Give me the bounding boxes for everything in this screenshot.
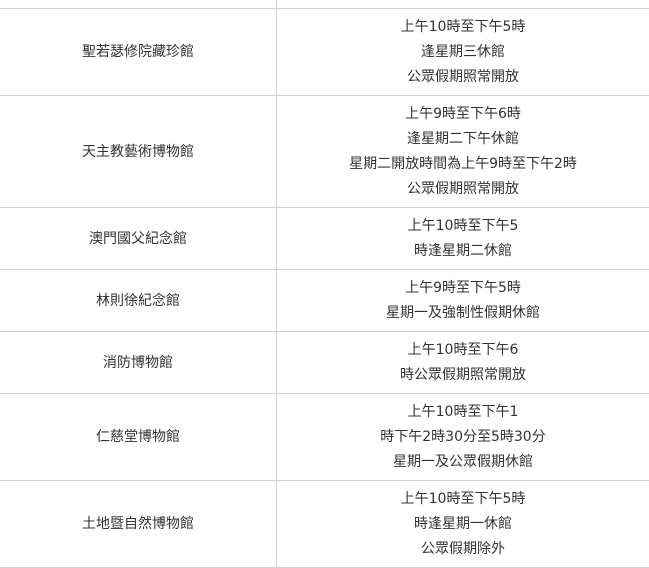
- table-row: 林則徐紀念館上午9時至下午5時星期一及強制性假期休館: [0, 270, 649, 332]
- hours-line: 公眾假期照常開放: [277, 177, 649, 202]
- hours-line: 時逢星期一休館: [277, 512, 649, 537]
- hours-line: 時下午2時30分至5時30分: [277, 425, 649, 450]
- table-body: 聖若瑟修院藏珍館上午10時至下午5時逢星期三休館公眾假期照常開放天主教藝術博物館…: [0, 9, 649, 568]
- hours-line: 公眾假期除外: [277, 537, 649, 562]
- opening-hours: 上午9時至下午5時星期一及強制性假期休館: [277, 270, 649, 332]
- hours-line: 星期一及公眾假期休館: [277, 450, 649, 475]
- museum-name: 消防博物館: [0, 332, 277, 394]
- table-row: 土地暨自然博物館上午10時至下午5時時逢星期一休館公眾假期除外: [0, 481, 649, 568]
- hours-line: 星期一及強制性假期休館: [277, 301, 649, 326]
- hours-line: 逢星期二下午休館: [277, 127, 649, 152]
- museum-name: 土地暨自然博物館: [0, 481, 277, 568]
- hours-line: 星期二開放時間為上午9時至下午2時: [277, 152, 649, 177]
- table-row: 聖若瑟修院藏珍館上午10時至下午5時逢星期三休館公眾假期照常開放: [0, 9, 649, 96]
- hours-line: 逢星期三休館: [277, 40, 649, 65]
- hours-table: 聖若瑟修院藏珍館上午10時至下午5時逢星期三休館公眾假期照常開放天主教藝術博物館…: [0, 8, 649, 568]
- opening-hours: 上午10時至下午5時時逢星期一休館公眾假期除外: [277, 481, 649, 568]
- hours-line: 上午9時至下午5時: [277, 276, 649, 301]
- museum-name: 仁慈堂博物館: [0, 394, 277, 481]
- museum-name: 澳門國父紀念館: [0, 208, 277, 270]
- opening-hours: 上午10時至下午5時逢星期三休館公眾假期照常開放: [277, 9, 649, 96]
- museum-name: 天主教藝術博物館: [0, 96, 277, 208]
- hours-line: 時公眾假期照常開放: [277, 363, 649, 388]
- divider: [276, 0, 277, 8]
- hours-line: 上午10時至下午5時: [277, 15, 649, 40]
- museum-name: 聖若瑟修院藏珍館: [0, 9, 277, 96]
- hours-line: 上午10時至下午6: [277, 338, 649, 363]
- table-row: 天主教藝術博物館上午9時至下午6時逢星期二下午休館星期二開放時間為上午9時至下午…: [0, 96, 649, 208]
- table-top: [0, 0, 649, 8]
- hours-line: 上午10時至下午5: [277, 214, 649, 239]
- hours-line: 時逢星期二休館: [277, 239, 649, 264]
- hours-line: 上午9時至下午6時: [277, 102, 649, 127]
- opening-hours: 上午9時至下午6時逢星期二下午休館星期二開放時間為上午9時至下午2時公眾假期照常…: [277, 96, 649, 208]
- hours-line: 上午10時至下午5時: [277, 487, 649, 512]
- hours-line: 上午10時至下午1: [277, 400, 649, 425]
- hours-line: 公眾假期照常開放: [277, 65, 649, 90]
- museum-name: 林則徐紀念館: [0, 270, 277, 332]
